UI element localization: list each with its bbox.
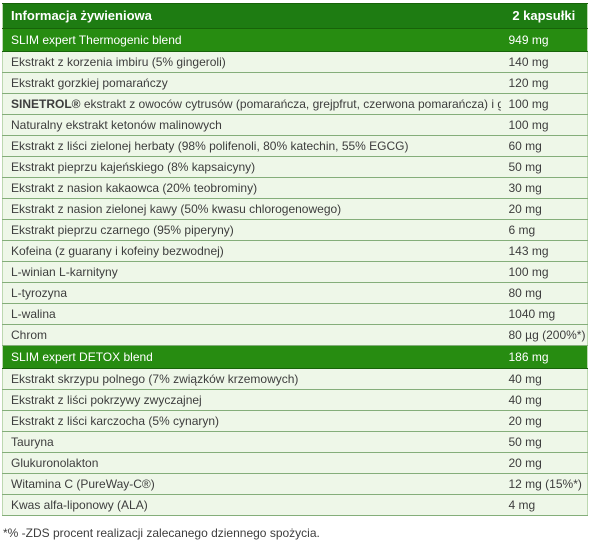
- ingredient-row: L-tyrozyna 80 mg: [2, 282, 588, 304]
- ingredient-row: Ekstrakt z liści karczocha (5% cynaryn) 2…: [2, 410, 588, 432]
- ingredient-name: Ekstrakt z nasion zielonej kawy (50% kwa…: [2, 198, 501, 220]
- ingredient-amount: 1040 mg: [500, 303, 588, 325]
- table-header-row: Informacja żywieniowa 2 kapsułki: [2, 3, 588, 29]
- ingredient-amount: 40 mg: [500, 368, 588, 390]
- ingredient-amount: 4 mg: [500, 494, 588, 516]
- ingredient-amount: 60 mg: [500, 135, 588, 157]
- ingredient-name: Ekstrakt z liści zielonej herbaty (98% p…: [2, 135, 501, 157]
- ingredient-amount: 6 mg: [500, 219, 588, 241]
- footnote-text: *% -ZDS procent realizacji zalecanego dz…: [3, 526, 320, 540]
- ingredient-name: Ekstrakt skrzypu polnego (7% związków kr…: [2, 368, 501, 390]
- ingredient-row: Chrom 80 µg (200%*): [2, 324, 588, 346]
- ingredient-row: Witamina C (PureWay-C®) 12 mg (15%*): [2, 473, 588, 495]
- ingredient-name: Chrom: [2, 324, 501, 346]
- ingredient-row: Tauryna 50 mg: [2, 431, 588, 453]
- ingredient-row: Ekstrakt pieprzu czarnego (95% piperyny)…: [2, 219, 588, 241]
- nutrition-table: Informacja żywieniowa 2 kapsułki SLIM ex…: [2, 3, 588, 516]
- ingredient-name: SINETROL® ekstrakt z owoców cytrusów (po…: [2, 93, 501, 115]
- ingredient-amount: 100 mg: [500, 261, 588, 283]
- ingredient-row: Ekstrakt z nasion zielonej kawy (50% kwa…: [2, 198, 588, 220]
- table-body: SLIM expert Thermogenic blend 949 mg Ekstr…: [2, 28, 588, 516]
- ingredient-amount: 140 mg: [500, 51, 588, 73]
- ingredient-name: Ekstrakt z liści karczocha (5% cynaryn): [2, 410, 501, 432]
- ingredient-name: Ekstrakt gorzkiej pomarańczy: [2, 72, 501, 94]
- ingredient-row: Kofeina (z guarany i kofeiny bezwodnej) 1…: [2, 240, 588, 262]
- ingredient-row: Naturalny ekstrakt ketonów malinowych 100…: [2, 114, 588, 136]
- ingredient-amount: 50 mg: [500, 156, 588, 178]
- table-title: Informacja żywieniowa: [2, 3, 501, 29]
- ingredient-amount: 100 mg: [500, 93, 588, 115]
- ingredient-amount: 20 mg: [500, 452, 588, 474]
- ingredient-name: Naturalny ekstrakt ketonów malinowych: [2, 114, 501, 136]
- ingredient-amount: 120 mg: [500, 72, 588, 94]
- ingredient-row: Ekstrakt z korzenia imbiru (5% gingeroli…: [2, 51, 588, 73]
- brand-name: SINETROL®: [11, 97, 81, 111]
- ingredient-name: Ekstrakt z korzenia imbiru (5% gingeroli…: [2, 51, 501, 73]
- ingredient-name: L-tyrozyna: [2, 282, 501, 304]
- ingredient-row: Ekstrakt skrzypu polnego (7% związków kr…: [2, 368, 588, 390]
- ingredient-name: Ekstrakt z nasion kakaowca (20% teobromi…: [2, 177, 501, 199]
- ingredient-row: SINETROL® ekstrakt z owoców cytrusów (po…: [2, 93, 588, 115]
- ingredient-name: Tauryna: [2, 431, 501, 453]
- ingredient-amount: 30 mg: [500, 177, 588, 199]
- ingredient-amount: 100 mg: [500, 114, 588, 136]
- ingredient-name: Witamina C (PureWay-C®): [2, 473, 501, 495]
- section-row: SLIM expert Thermogenic blend 949 mg: [2, 28, 588, 52]
- section-amount: 949 mg: [500, 28, 588, 52]
- section-title: SLIM expert DETOX blend: [2, 345, 501, 369]
- ingredient-row: Ekstrakt gorzkiej pomarańczy 120 mg: [2, 72, 588, 94]
- ingredient-amount: 143 mg: [500, 240, 588, 262]
- ingredient-row: L-winian L-karnityny 100 mg: [2, 261, 588, 283]
- ingredient-name: Kofeina (z guarany i kofeiny bezwodnej): [2, 240, 501, 262]
- ingredient-row: Kwas alfa-liponowy (ALA) 4 mg: [2, 494, 588, 516]
- ingredient-amount: 12 mg (15%*): [500, 473, 588, 495]
- ingredient-row: Ekstrakt pieprzu kajeńskiego (8% kapsaic…: [2, 156, 588, 178]
- ingredient-name: L-walina: [2, 303, 501, 325]
- ingredient-name: Ekstrakt z liści pokrzywy zwyczajnej: [2, 389, 501, 411]
- ingredient-row: Ekstrakt z nasion kakaowca (20% teobromi…: [2, 177, 588, 199]
- ingredient-row: L-walina 1040 mg: [2, 303, 588, 325]
- section-amount: 186 mg: [500, 345, 588, 369]
- ingredient-name: Glukuronolakton: [2, 452, 501, 474]
- ingredient-amount: 80 µg (200%*): [500, 324, 588, 346]
- ingredient-amount: 50 mg: [500, 431, 588, 453]
- ingredient-amount: 20 mg: [500, 410, 588, 432]
- ingredient-row: Glukuronolakton 20 mg: [2, 452, 588, 474]
- ingredient-name: L-winian L-karnityny: [2, 261, 501, 283]
- ingredient-name: Ekstrakt pieprzu kajeńskiego (8% kapsaic…: [2, 156, 501, 178]
- ingredient-row: Ekstrakt z liści pokrzywy zwyczajnej 40 m…: [2, 389, 588, 411]
- ingredient-row: Ekstrakt z liści zielonej herbaty (98% p…: [2, 135, 588, 157]
- serving-size-header: 2 kapsułki: [500, 3, 588, 29]
- ingredient-name: Kwas alfa-liponowy (ALA): [2, 494, 501, 516]
- section-title: SLIM expert Thermogenic blend: [2, 28, 501, 52]
- ingredient-amount: 80 mg: [500, 282, 588, 304]
- ingredient-name: Ekstrakt pieprzu czarnego (95% piperyny): [2, 219, 501, 241]
- section-row: SLIM expert DETOX blend 186 mg: [2, 345, 588, 369]
- nutrition-facts-panel: Informacja żywieniowa 2 kapsułki SLIM ex…: [2, 3, 588, 540]
- ingredient-amount: 20 mg: [500, 198, 588, 220]
- ingredient-amount: 40 mg: [500, 389, 588, 411]
